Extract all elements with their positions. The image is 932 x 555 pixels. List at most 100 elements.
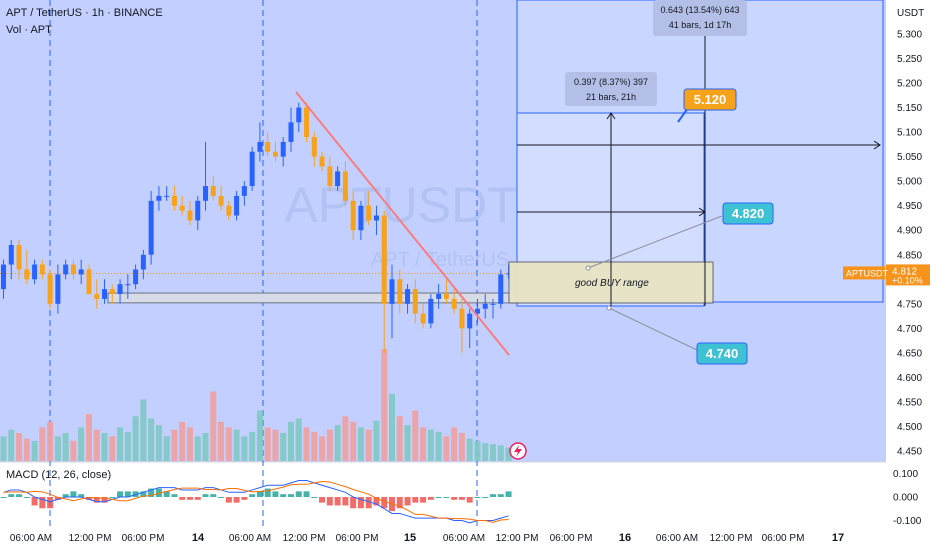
candle-body bbox=[140, 254, 146, 270]
macd-histogram-bar bbox=[490, 494, 497, 497]
candle bbox=[171, 186, 177, 211]
symbol-title[interactable]: APT / TetherUS · 1h · BINANCE bbox=[6, 7, 163, 19]
volume-bar bbox=[241, 436, 248, 461]
candle-body bbox=[451, 298, 457, 309]
candle bbox=[133, 264, 139, 290]
macd-histogram-bar bbox=[140, 491, 147, 497]
macd-histogram-bar bbox=[451, 497, 458, 500]
volume-bar bbox=[62, 433, 69, 461]
volume-label[interactable]: Vol · APT bbox=[6, 24, 52, 36]
candle bbox=[94, 279, 100, 309]
candle-body bbox=[63, 264, 69, 275]
candle bbox=[272, 141, 278, 162]
candle-body bbox=[335, 171, 341, 187]
candle-body bbox=[218, 195, 224, 206]
candle bbox=[164, 186, 170, 201]
candle bbox=[140, 249, 146, 280]
candle bbox=[296, 102, 302, 133]
volume-bar bbox=[39, 427, 46, 461]
price-tick-label: 5.050 bbox=[897, 152, 922, 163]
candle-body bbox=[389, 279, 395, 304]
volume-bar bbox=[451, 427, 458, 461]
macd-signal-line bbox=[3, 480, 509, 523]
drawings-front[interactable]: good BUY range 0.397 (8.37%) 397 21 bars, … bbox=[295, 0, 881, 365]
volume-bar bbox=[54, 436, 61, 461]
descending-trendline[interactable] bbox=[295, 91, 510, 356]
candle-body bbox=[366, 205, 372, 221]
macd-histogram-bar bbox=[109, 497, 116, 498]
volume-bar bbox=[427, 429, 434, 461]
price-axis[interactable]: 5.300 5.250 5.200 5.150 5.100 5.050 5.000 4.950… bbox=[843, 30, 930, 528]
candle bbox=[342, 161, 348, 206]
candle bbox=[288, 107, 294, 152]
volume-bar bbox=[186, 427, 193, 461]
currency-label[interactable]: USDT bbox=[897, 8, 924, 19]
time-tick-label: 15 bbox=[404, 532, 416, 544]
macd-histogram-bar bbox=[427, 497, 434, 500]
price-tick-label: 4.550 bbox=[897, 397, 922, 408]
candle-body bbox=[490, 303, 496, 305]
lightning-icon[interactable] bbox=[509, 442, 527, 460]
macd-histogram-bar bbox=[326, 497, 333, 506]
candle-body bbox=[397, 279, 403, 304]
price-tick-label: 4.500 bbox=[897, 422, 922, 433]
macd-histogram-bar bbox=[256, 491, 263, 497]
volume-bar bbox=[233, 429, 240, 461]
callout-line-low bbox=[608, 307, 698, 351]
target-mid-tag[interactable] bbox=[722, 202, 774, 225]
target-low-tag[interactable] bbox=[696, 342, 748, 365]
candle bbox=[265, 132, 271, 157]
candle bbox=[16, 240, 22, 280]
candle-body bbox=[459, 308, 465, 329]
macd-histogram-bar bbox=[186, 497, 193, 500]
target-low-tag-label: 4.740 bbox=[706, 346, 739, 361]
volume-bar bbox=[101, 433, 108, 461]
volume-bar bbox=[218, 421, 225, 461]
arrow-target-high-head bbox=[873, 140, 881, 150]
candle bbox=[467, 308, 473, 348]
candle bbox=[218, 186, 224, 211]
price-tick-label: 5.150 bbox=[897, 103, 922, 114]
candle bbox=[55, 264, 61, 314]
candle bbox=[366, 190, 372, 226]
macd-histogram-bar bbox=[420, 497, 427, 503]
macd-histogram-bar bbox=[458, 497, 465, 500]
price-tick-label: 5.100 bbox=[897, 128, 922, 139]
volume-bar bbox=[389, 393, 395, 461]
candle bbox=[474, 298, 480, 324]
macd-series bbox=[0, 480, 512, 524]
volume-bar bbox=[490, 444, 497, 461]
time-axis[interactable]: 06:00 AM 12:00 PM 06:00 PM 14 06:00 AM 12:00 … bbox=[10, 532, 844, 544]
macd-histogram-bar bbox=[233, 497, 240, 503]
price-tick-label: 4.650 bbox=[897, 348, 922, 359]
macd-background bbox=[0, 462, 886, 526]
macd-histogram-bar bbox=[505, 491, 512, 497]
volume-bar bbox=[381, 349, 388, 461]
candle bbox=[195, 195, 201, 231]
macd-label[interactable]: MACD (12, 26, close) bbox=[6, 469, 111, 481]
volume-bar bbox=[342, 416, 349, 461]
support-range-box bbox=[107, 292, 545, 304]
volume-bar bbox=[326, 429, 333, 461]
candle-body bbox=[39, 264, 45, 275]
price-tick-label: 4.950 bbox=[897, 201, 922, 212]
macd-histogram-bar bbox=[0, 497, 7, 498]
candle-body bbox=[1, 264, 6, 290]
candle-body bbox=[428, 298, 434, 324]
volume-bar bbox=[482, 443, 489, 461]
time-tick-label: 16 bbox=[619, 532, 631, 544]
price-tick-label: 5.300 bbox=[897, 30, 922, 41]
volume-bar bbox=[396, 416, 403, 461]
macd-histogram-bar bbox=[497, 494, 504, 497]
macd-histogram-bar bbox=[163, 491, 170, 497]
volume-bar bbox=[140, 399, 147, 461]
macd-histogram-bar bbox=[194, 497, 201, 500]
macd-histogram-bar bbox=[474, 497, 481, 498]
macd-histogram-bar bbox=[373, 497, 380, 506]
time-tick-label: 06:00 PM bbox=[336, 533, 379, 544]
candle bbox=[327, 156, 333, 191]
callout-anchor-low bbox=[606, 305, 612, 311]
macd-histogram-bar bbox=[311, 497, 318, 498]
target-high-tag[interactable] bbox=[683, 88, 737, 111]
